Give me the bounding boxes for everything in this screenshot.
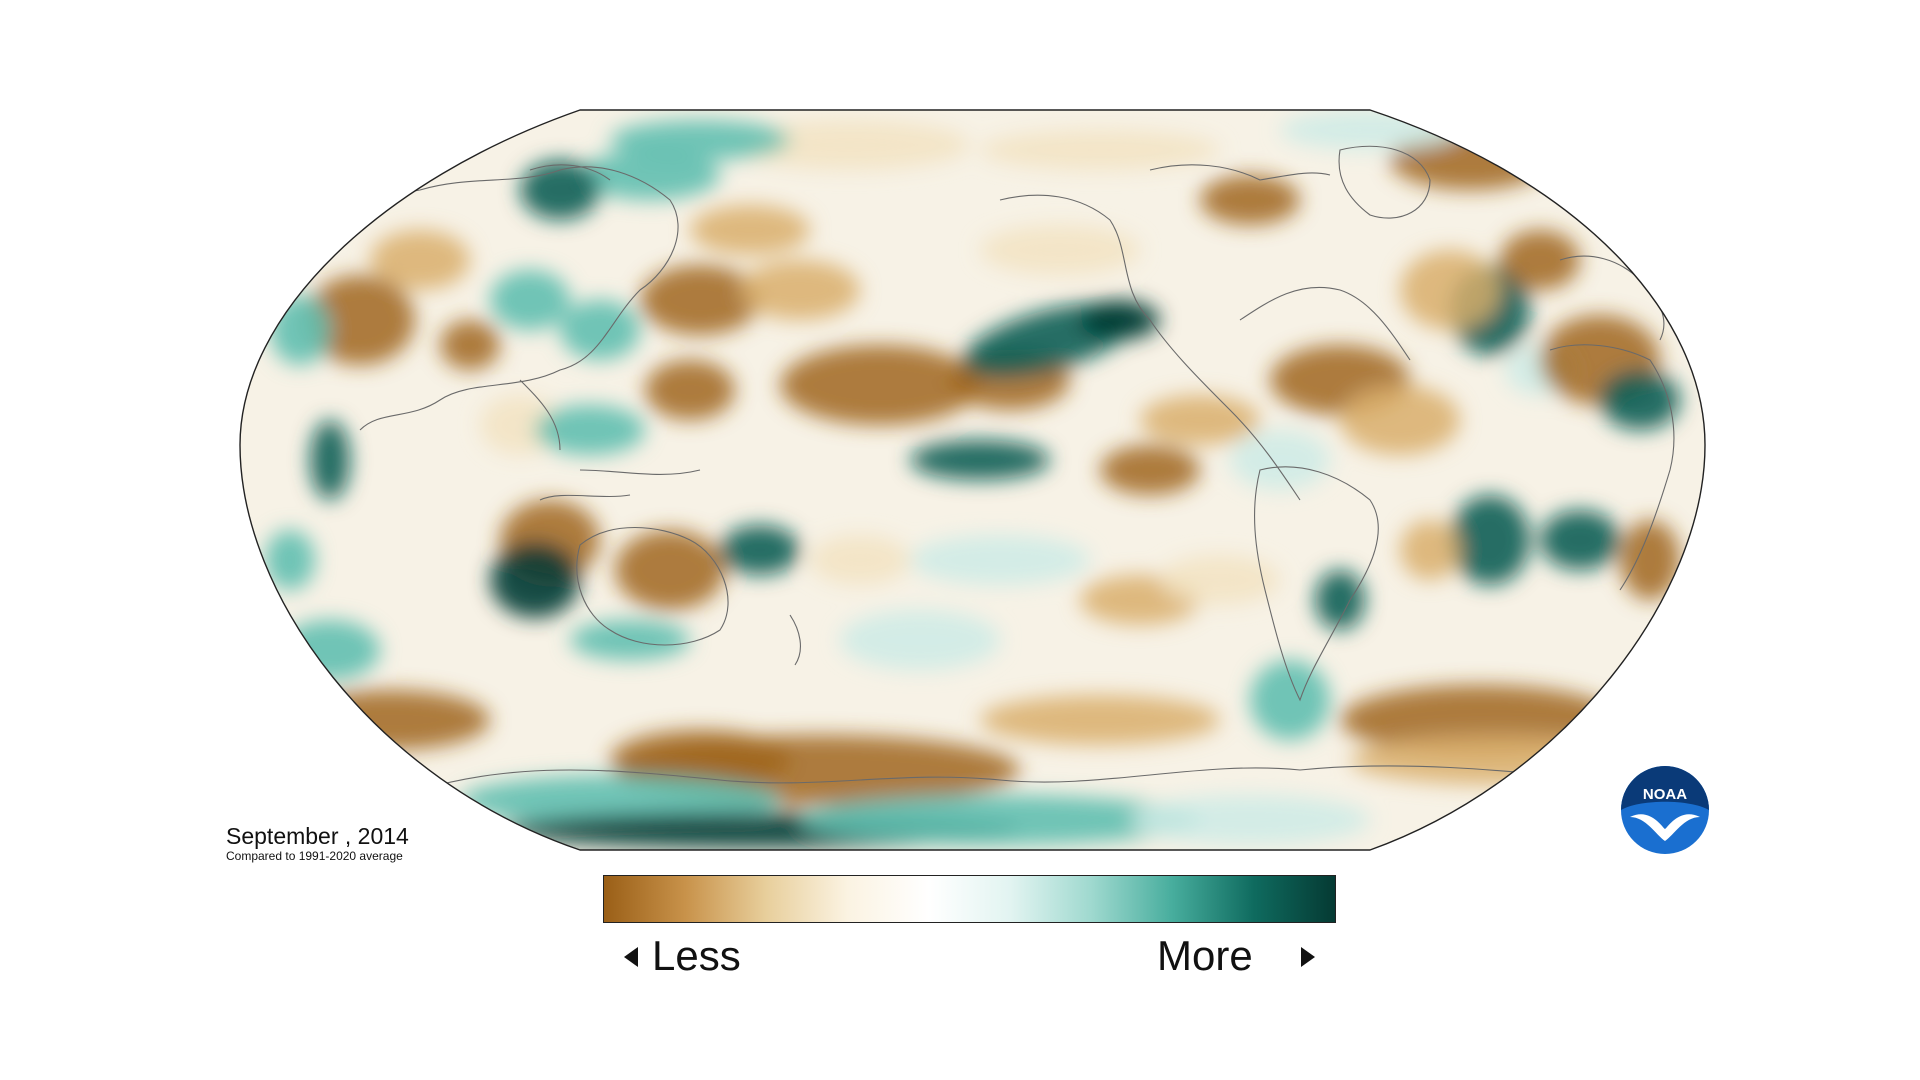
- anomaly-blob: [1250, 660, 1330, 740]
- anomaly-blob: [980, 225, 1140, 275]
- anomaly-blob: [780, 345, 980, 425]
- anomaly-blob: [1280, 110, 1460, 150]
- anomaly-blob: [1315, 570, 1365, 630]
- logo-text: NOAA: [1643, 786, 1687, 803]
- anomaly-blob: [1100, 445, 1200, 495]
- anomaly-blob: [980, 130, 1220, 170]
- logo-top-half: [1621, 766, 1709, 810]
- anomaly-blob: [980, 695, 1220, 745]
- anomaly-blob: [615, 530, 725, 610]
- coastline: [529, 164, 611, 181]
- map-date: September , 2014: [226, 823, 409, 849]
- globe-outline: [239, 109, 1706, 851]
- anomaly-blob: [560, 300, 640, 360]
- anomaly-blob: [305, 275, 415, 365]
- legend-more-label: More: [1157, 932, 1253, 979]
- coastlines: [249, 145, 1675, 791]
- anomaly-blob: [840, 610, 1000, 670]
- coastline: [999, 194, 1301, 501]
- anomaly-blob: [690, 205, 810, 255]
- coastline: [1239, 286, 1411, 361]
- coastline: [1549, 344, 1675, 591]
- anomaly-blob: [1080, 300, 1160, 340]
- colorbar: [603, 875, 1336, 923]
- coastline: [419, 765, 1601, 791]
- anomaly-blobs: [265, 110, 1680, 848]
- anomaly-field: [240, 110, 1705, 850]
- coastline: [576, 526, 729, 646]
- anomaly-blob: [910, 440, 1050, 480]
- coastline: [1254, 466, 1379, 702]
- anomaly-blob: [1140, 395, 1260, 445]
- coastline: [789, 614, 801, 666]
- anomaly-blob: [440, 320, 500, 370]
- baseline-note: Compared to 1991-2020 average: [226, 849, 403, 863]
- anomaly-blob: [610, 730, 790, 790]
- coastline: [1338, 145, 1431, 219]
- anomaly-blob: [610, 120, 790, 160]
- anomaly-blob: [1350, 735, 1650, 785]
- anomaly-blob: [490, 270, 570, 330]
- anomaly-blob: [1200, 175, 1300, 225]
- anomaly-blob: [1540, 510, 1620, 570]
- anomaly-blob: [1600, 370, 1680, 430]
- anomaly-blob: [310, 420, 350, 500]
- seagull-icon: [1630, 814, 1700, 841]
- anomaly-blob: [280, 620, 380, 680]
- anomaly-blob: [1230, 430, 1330, 490]
- legend-less-label: Less: [652, 932, 741, 979]
- anomaly-blob: [1130, 795, 1370, 845]
- anomaly-blob: [810, 535, 910, 585]
- anomaly-blob: [730, 120, 970, 170]
- noaa-logo: NOAA: [1621, 766, 1709, 854]
- anomaly-blob: [265, 530, 315, 590]
- anomaly-blob: [290, 690, 490, 750]
- anomaly-blob: [1340, 385, 1460, 455]
- anomaly-blob: [640, 265, 760, 335]
- coastline: [249, 166, 679, 431]
- anomaly-blob: [1400, 520, 1460, 580]
- anomaly-blob: [370, 230, 470, 290]
- coastline: [1149, 164, 1331, 181]
- anomaly-blob: [1620, 520, 1680, 600]
- coastline: [519, 379, 701, 501]
- anomaly-blob: [270, 295, 330, 365]
- anomaly-blob: [645, 360, 735, 420]
- left-arrow-icon: [624, 947, 638, 967]
- anomaly-blob: [580, 150, 720, 200]
- right-arrow-icon: [1301, 947, 1315, 967]
- anomaly-blob: [535, 405, 645, 455]
- anomaly-blob: [800, 795, 1200, 845]
- anomaly-blob: [490, 542, 580, 618]
- anomaly-blob: [740, 260, 860, 320]
- anomaly-blob: [720, 525, 800, 575]
- anomaly-blob: [1160, 555, 1280, 605]
- anomaly-blob: [910, 535, 1090, 585]
- anomaly-blob: [1500, 230, 1580, 290]
- anomaly-blob: [1400, 250, 1500, 330]
- anomaly-blob: [1450, 495, 1530, 585]
